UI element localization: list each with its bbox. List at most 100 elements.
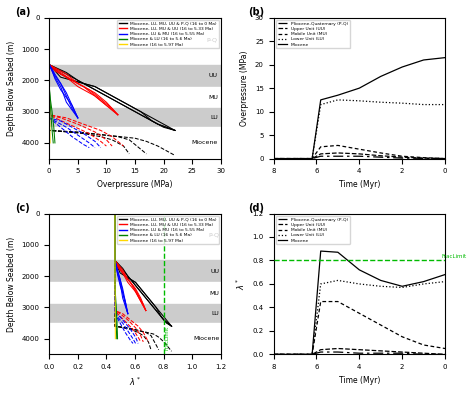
Lower Unit (LU) [335, 278, 341, 283]
Text: Miocene: Miocene [193, 336, 219, 341]
Text: P-Q: P-Q [208, 233, 219, 238]
Lower Unit (LU) [292, 156, 298, 161]
Lower Unit (LU) [318, 282, 324, 286]
Mobile Unit (MU) [310, 352, 315, 357]
Bar [49, 260, 221, 282]
Bar [49, 18, 221, 65]
Line: Miocene: Miocene [273, 251, 445, 354]
Mobile Unit (MU) [378, 150, 383, 155]
Lower Unit (LU) [318, 102, 324, 107]
Pliocene-Quaternary (P-Q) [421, 352, 427, 357]
Miocene [310, 156, 315, 161]
Bar [49, 65, 221, 87]
Text: LU: LU [210, 115, 218, 120]
Miocene [442, 55, 448, 60]
Line: Pliocene-Quaternary (P-Q): Pliocene-Quaternary (P-Q) [273, 352, 445, 354]
Upper Unit (UU) [378, 153, 383, 158]
Line: Lower Unit (LU): Lower Unit (LU) [273, 280, 445, 354]
Lower Unit (LU) [271, 156, 276, 161]
Text: (d): (d) [248, 203, 264, 213]
Text: (a): (a) [15, 7, 30, 17]
Text: MU: MU [210, 291, 219, 296]
Lower Unit (LU) [421, 282, 427, 286]
Lower Unit (LU) [421, 102, 427, 107]
Pliocene-Quaternary (P-Q) [292, 156, 298, 161]
Lower Unit (LU) [399, 101, 405, 105]
X-axis label: $\lambda^*$: $\lambda^*$ [129, 376, 141, 388]
Mobile Unit (MU) [271, 156, 276, 161]
Mobile Unit (MU) [421, 155, 427, 160]
Miocene [271, 352, 276, 357]
Pliocene-Quaternary (P-Q) [271, 352, 276, 357]
Text: (b): (b) [248, 7, 264, 17]
Upper Unit (UU) [442, 352, 448, 357]
Pliocene-Quaternary (P-Q) [318, 154, 324, 159]
Lower Unit (LU) [310, 352, 315, 357]
Text: Miocene: Miocene [191, 141, 218, 145]
Lower Unit (LU) [335, 98, 341, 102]
Mobile Unit (MU) [305, 352, 310, 357]
Mobile Unit (MU) [421, 342, 427, 347]
Mobile Unit (MU) [442, 156, 448, 161]
Legend: Miocene, LU, MU, UU & P-Q (16 to 0 Ma), Miocene, LU, MU & UU (16 to 5.33 Ma), Mi: Miocene, LU, MU, UU & P-Q (16 to 0 Ma), … [117, 20, 219, 49]
Pliocene-Quaternary (P-Q) [318, 350, 324, 354]
Miocene [421, 58, 427, 62]
Upper Unit (UU) [305, 156, 310, 161]
Y-axis label: Depth Below Seabed (m): Depth Below Seabed (m) [7, 41, 16, 136]
Bar [49, 109, 221, 127]
Miocene [292, 352, 298, 357]
Line: Miocene: Miocene [273, 58, 445, 158]
Pliocene-Quaternary (P-Q) [356, 154, 362, 159]
X-axis label: Overpressure (MPa): Overpressure (MPa) [97, 180, 173, 189]
Mobile Unit (MU) [310, 156, 315, 161]
Lower Unit (LU) [442, 279, 448, 284]
Upper Unit (UU) [335, 346, 341, 351]
Text: UU: UU [209, 73, 218, 78]
Lower Unit (LU) [356, 98, 362, 103]
Mobile Unit (MU) [305, 156, 310, 161]
Bar [49, 127, 221, 158]
Legend: Pliocene-Quaternary (P-Q), Upper Unit (UU), Mobile Unit (MU), Lower Unit (LU), M: Pliocene-Quaternary (P-Q), Upper Unit (U… [276, 216, 350, 244]
Mobile Unit (MU) [335, 143, 341, 148]
Bar [49, 282, 221, 304]
Lower Unit (LU) [378, 100, 383, 105]
Upper Unit (UU) [442, 156, 448, 161]
Mobile Unit (MU) [318, 145, 324, 149]
Lower Unit (LU) [399, 285, 405, 290]
Miocene [356, 267, 362, 272]
Text: LU: LU [211, 311, 219, 316]
Upper Unit (UU) [421, 156, 427, 160]
Miocene [305, 352, 310, 357]
X-axis label: Time (Myr): Time (Myr) [338, 180, 380, 189]
Miocene [378, 74, 383, 79]
Pliocene-Quaternary (P-Q) [399, 351, 405, 356]
Pliocene-Quaternary (P-Q) [305, 352, 310, 357]
Text: P-Q: P-Q [207, 37, 218, 42]
Miocene [399, 284, 405, 289]
Miocene [399, 65, 405, 70]
Miocene [292, 156, 298, 161]
Miocene [318, 249, 324, 254]
Line: Upper Unit (UU): Upper Unit (UU) [273, 153, 445, 158]
Upper Unit (UU) [318, 152, 324, 156]
Mobile Unit (MU) [442, 346, 448, 351]
Legend: Miocene, LU, MU, UU & P-Q (16 to 0 Ma), Miocene, LU, MU & UU (16 to 5.33 Ma), Mi: Miocene, LU, MU, UU & P-Q (16 to 0 Ma), … [117, 216, 219, 244]
Upper Unit (UU) [271, 156, 276, 161]
Upper Unit (UU) [399, 350, 405, 354]
Upper Unit (UU) [271, 352, 276, 357]
Upper Unit (UU) [292, 352, 298, 357]
Mobile Unit (MU) [399, 335, 405, 339]
Miocene [442, 272, 448, 277]
Text: FracLimit: FracLimit [442, 254, 467, 259]
Miocene [310, 352, 315, 357]
Lower Unit (LU) [378, 284, 383, 289]
Lower Unit (LU) [356, 282, 362, 286]
Mobile Unit (MU) [399, 154, 405, 159]
Text: UU: UU [210, 269, 219, 274]
Line: Mobile Unit (MU): Mobile Unit (MU) [273, 301, 445, 354]
Text: (c): (c) [15, 203, 30, 213]
Upper Unit (UU) [378, 348, 383, 353]
Pliocene-Quaternary (P-Q) [356, 351, 362, 356]
Pliocene-Quaternary (P-Q) [335, 154, 341, 159]
Miocene [335, 250, 341, 255]
